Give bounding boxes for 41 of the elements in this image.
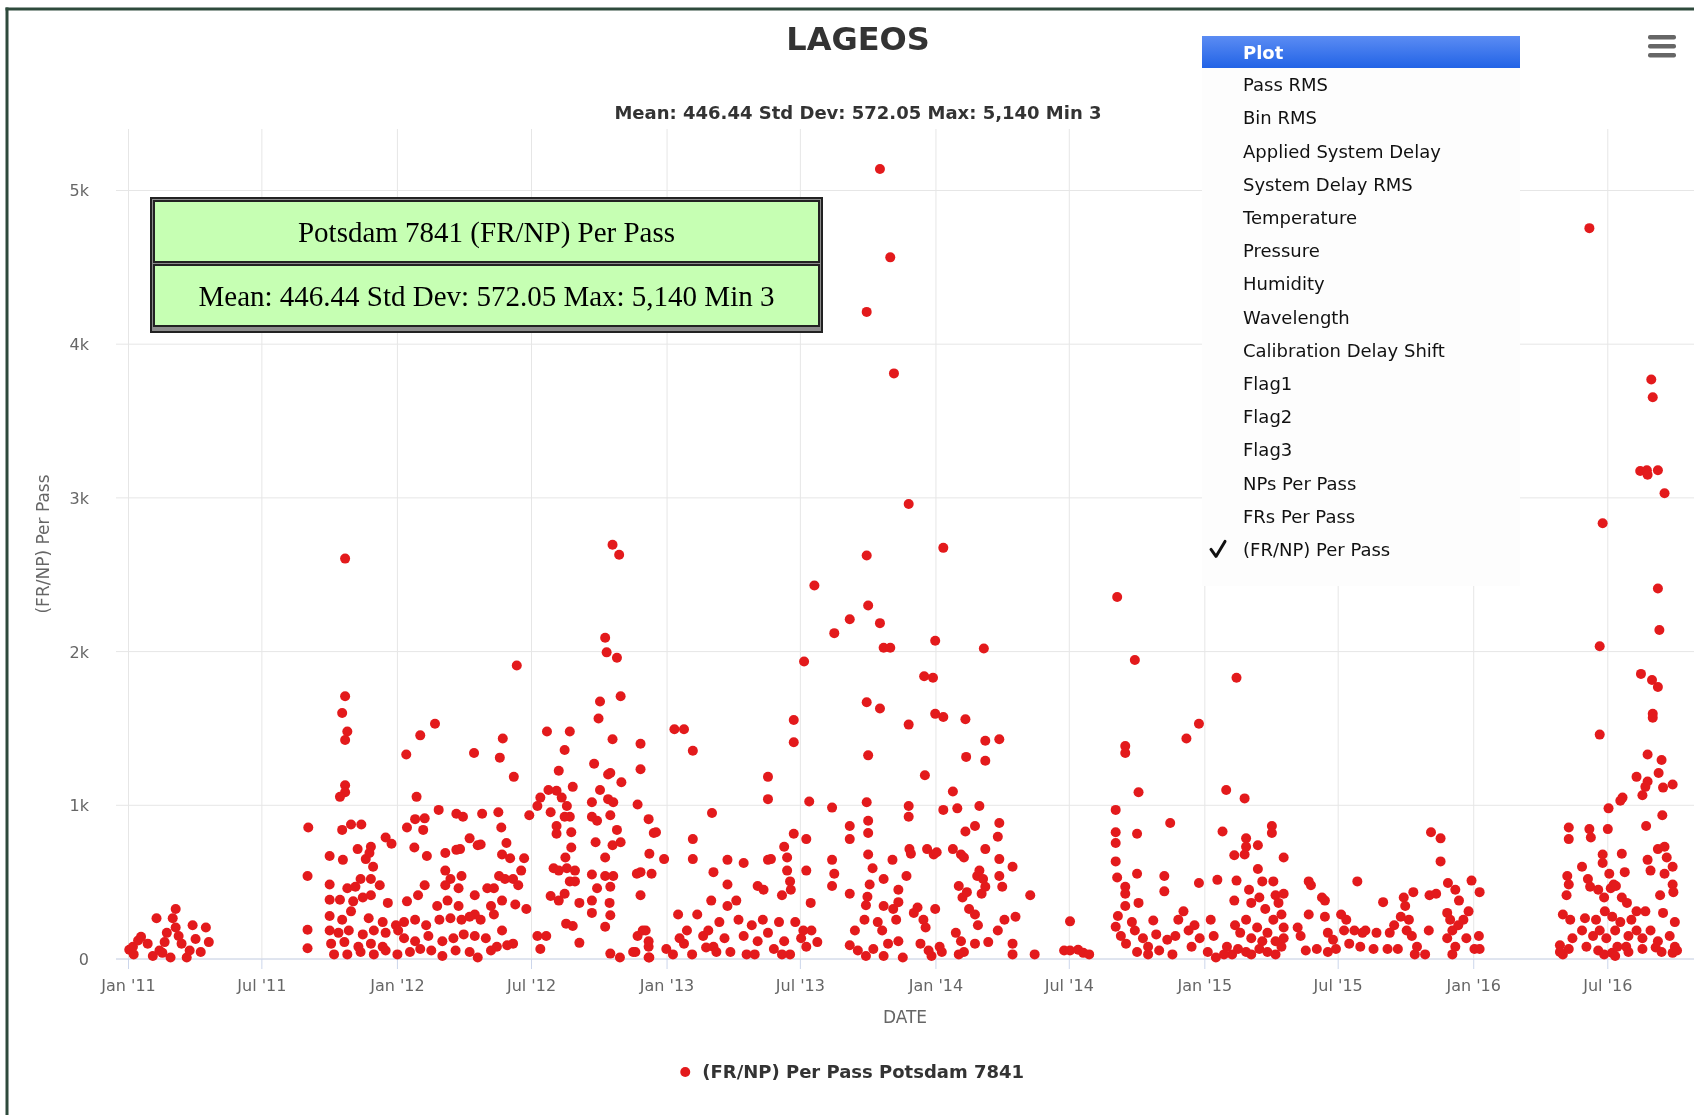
annotation: Flag1 (1243, 372, 1293, 394)
annotation: Applied System Delay (1243, 140, 1442, 162)
x-tick-label: Jan '12 (369, 976, 425, 995)
annotation: Humidity (1243, 273, 1325, 295)
x-tick-label: Jul '12 (505, 976, 557, 995)
x-tick-label: Jan '11 (100, 976, 156, 995)
annotation: Flag3 (1243, 439, 1293, 461)
text: Bin RMS (1243, 107, 1317, 129)
annotation: Potsdam 7841 (FR/NP) Per Pass (297, 216, 676, 249)
annotation: Calibration Delay Shift (1243, 339, 1445, 361)
x-tick-label: Jan '15 (1176, 976, 1233, 995)
y-tick-label: 1k (69, 796, 90, 816)
y-tick-label: 5k (69, 181, 90, 201)
x-tick-label: Jul '15 (1312, 976, 1363, 995)
y-tick-label: 4k (69, 335, 90, 355)
y-tick-label: 3k (69, 488, 90, 508)
x-tick-label: Jan '14 (907, 976, 964, 995)
annotation: Wavelength (1243, 306, 1350, 328)
annotation: Flag2 (1243, 406, 1293, 428)
chart-subtitle: Mean: 446.44 Std Dev: 572.05 Max: 5,140 Min 3 (614, 102, 1102, 123)
annotation: Mean: 446.44 Std Dev: 572.05 Max: 5,140 Min 3 (198, 280, 775, 312)
annotation: Temperature (1242, 206, 1358, 228)
x-tick-label: Jan '16 (1445, 976, 1501, 995)
x-axis-title: DATE (882, 1007, 928, 1027)
text: Pass RMS (1243, 74, 1329, 96)
x-tick-label: Jan '13 (638, 976, 695, 995)
annotation: NPs Per Pass (1243, 472, 1357, 494)
y-tick-label: 0 (78, 950, 89, 969)
x-tick-label: Jul '16 (1582, 976, 1633, 995)
x-tick-label: Jul '11 (236, 976, 287, 995)
chart-title: LAGEOS (786, 20, 930, 58)
annotation: FRs Per Pass (1243, 505, 1356, 527)
legend-label: (FR/NP) Per Pass Potsdam 7841 (702, 1061, 1025, 1082)
x-tick-label: Jul '14 (1043, 976, 1094, 995)
text: Plot (1243, 41, 1284, 63)
annotation: (FR/NP) Per Pass (1243, 538, 1391, 560)
y-tick-label: 2k (69, 642, 90, 662)
x-tick-label: Jul '13 (774, 976, 825, 995)
y-axis-title: (FR/NP) Per Pass (33, 474, 53, 614)
annotation: Pressure (1243, 240, 1320, 262)
annotation: System Delay RMS (1243, 173, 1413, 195)
